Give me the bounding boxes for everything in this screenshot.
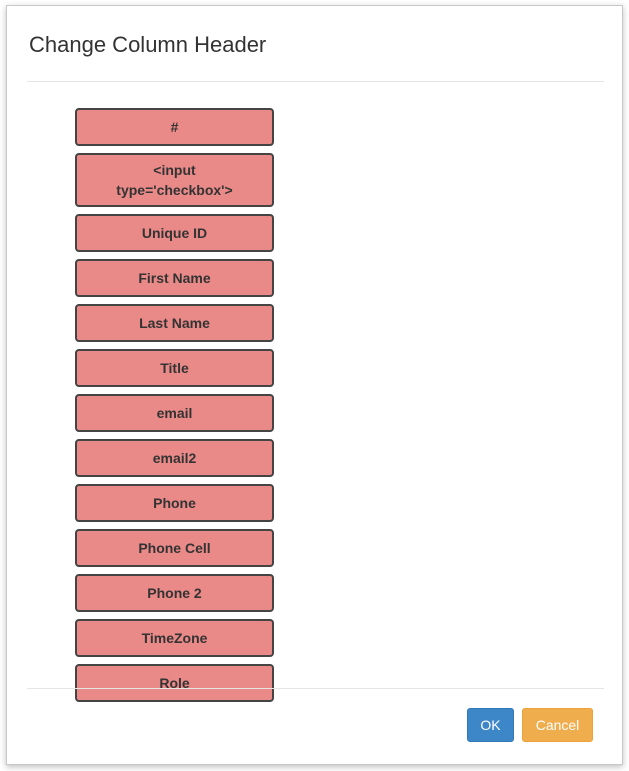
- column-item[interactable]: Unique ID: [75, 214, 274, 252]
- column-item[interactable]: email2: [75, 439, 274, 477]
- column-item[interactable]: First Name: [75, 259, 274, 297]
- column-item[interactable]: #: [75, 108, 274, 146]
- column-item[interactable]: <input type='checkbox'>: [75, 153, 274, 207]
- column-item[interactable]: Phone Cell: [75, 529, 274, 567]
- cancel-button[interactable]: Cancel: [522, 708, 593, 742]
- column-item[interactable]: Last Name: [75, 304, 274, 342]
- header-divider: [27, 81, 604, 82]
- column-item[interactable]: Phone: [75, 484, 274, 522]
- column-item[interactable]: Role: [75, 664, 274, 702]
- column-item[interactable]: Title: [75, 349, 274, 387]
- change-column-header-dialog: Change Column Header # <input type='check…: [6, 5, 623, 765]
- column-item[interactable]: Phone 2: [75, 574, 274, 612]
- column-item[interactable]: email: [75, 394, 274, 432]
- column-list: # <input type='checkbox'> Unique ID First N…: [75, 108, 274, 709]
- footer-divider: [27, 688, 604, 689]
- ok-button[interactable]: OK: [467, 708, 514, 742]
- dialog-title: Change Column Header: [29, 32, 267, 57]
- column-item[interactable]: TimeZone: [75, 619, 274, 657]
